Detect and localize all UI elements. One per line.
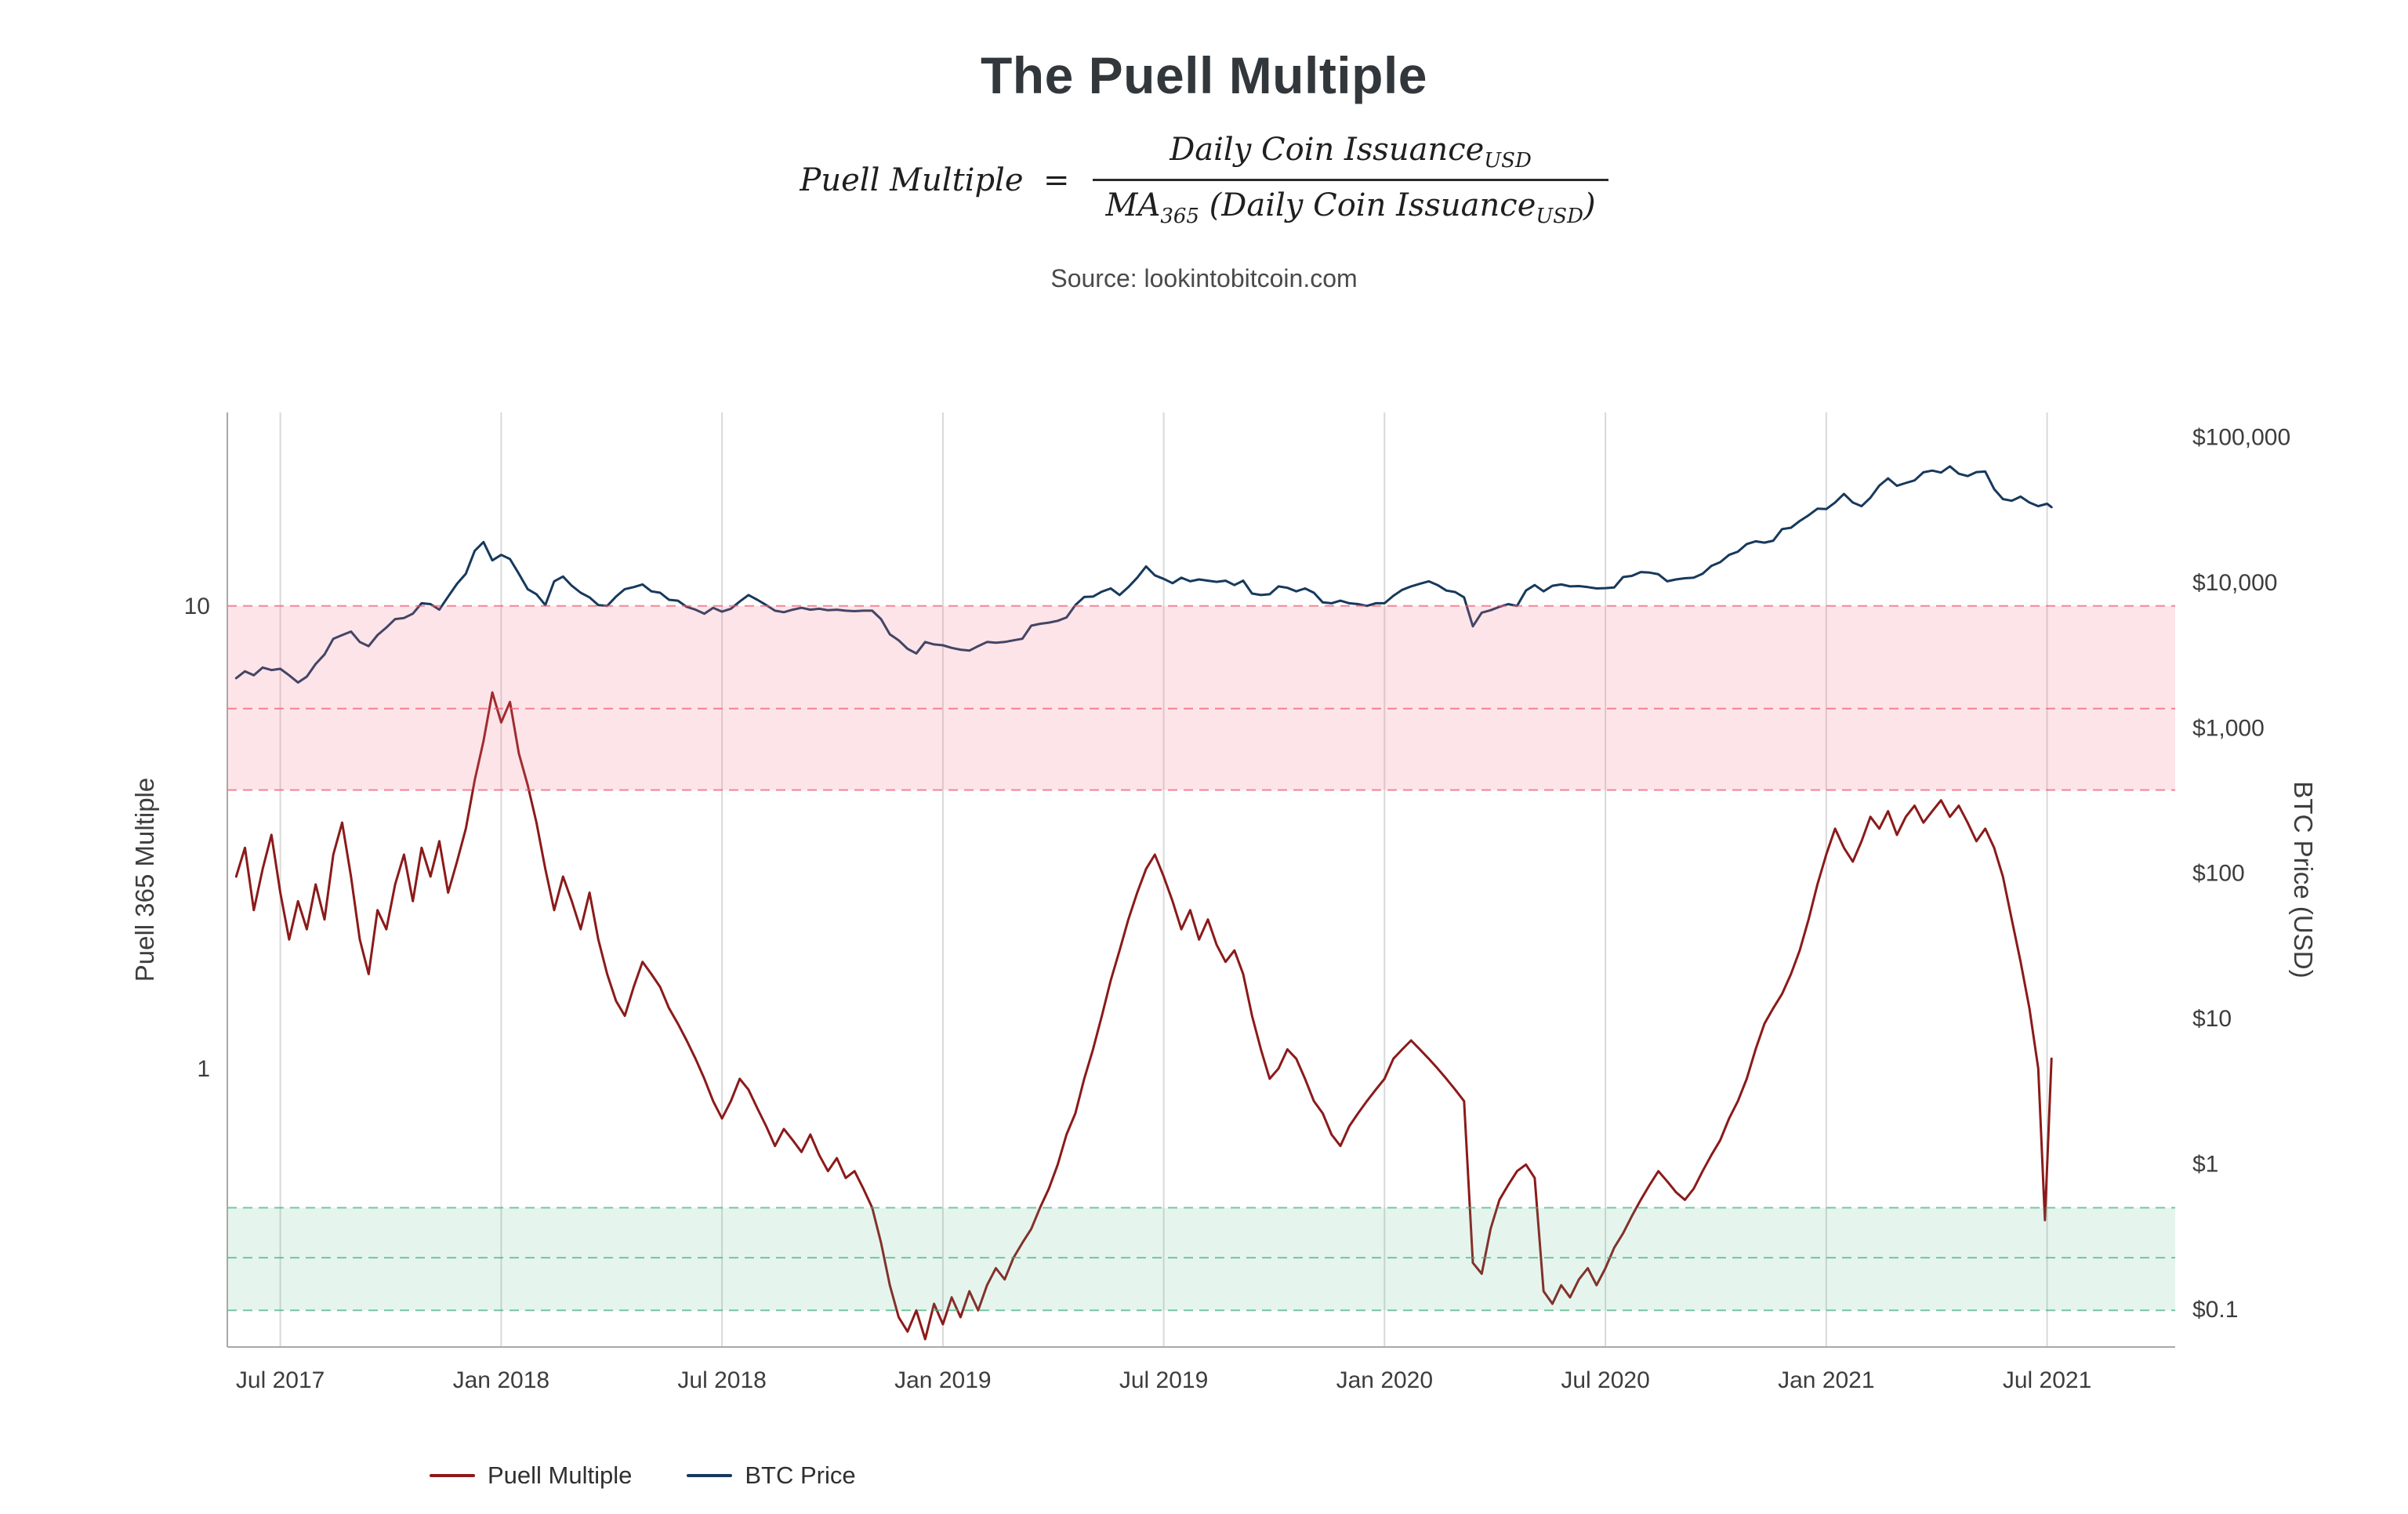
legend-item-puell-multiple[interactable]: Puell Multiple (430, 1461, 632, 1490)
puell-line-swatch (430, 1474, 475, 1477)
left-axis-title: Puell 365 Multiple (130, 777, 159, 982)
svg-text:Jul 2019: Jul 2019 (1119, 1367, 1208, 1393)
svg-text:Jul 2018: Jul 2018 (677, 1367, 766, 1393)
formula: Puell Multiple = Daily Coin IssuanceUSD … (0, 132, 2408, 228)
formula-numerator: Daily Coin IssuanceUSD (1093, 132, 1608, 179)
formula-lhs: Puell Multiple = (800, 162, 1069, 198)
formula-denominator-ma-sub: 365 (1160, 205, 1199, 228)
svg-text:Jan 2020: Jan 2020 (1336, 1367, 1433, 1393)
formula-numerator-sub: USD (1484, 149, 1532, 172)
svg-text:$1: $1 (2192, 1151, 2218, 1177)
formula-denominator-close: ) (1583, 187, 1596, 223)
formula-fraction: Daily Coin IssuanceUSD MA365 (Daily Coin… (1093, 132, 1608, 228)
formula-denominator-ma: MA (1105, 187, 1161, 223)
svg-text:Jan 2018: Jan 2018 (453, 1367, 549, 1393)
page-title: The Puell Multiple (980, 46, 1428, 104)
svg-text:$100,000: $100,000 (2192, 425, 2290, 451)
svg-text:$100: $100 (2192, 861, 2245, 887)
svg-text:$10: $10 (2192, 1006, 2232, 1032)
formula-denominator-rest-sub: USD (1536, 205, 1583, 228)
btc-line-swatch (687, 1474, 733, 1477)
legend: Puell Multiple BTC Price (430, 1461, 856, 1490)
formula-equals: = (1043, 162, 1070, 198)
svg-text:Jan 2021: Jan 2021 (1778, 1367, 1874, 1393)
svg-text:Jan 2019: Jan 2019 (894, 1367, 991, 1393)
svg-text:1: 1 (197, 1056, 210, 1082)
svg-text:10: 10 (184, 594, 210, 619)
chart-header: The Puell Multiple Puell Multiple = Dail… (0, 45, 2408, 293)
svg-text:Jul 2017: Jul 2017 (236, 1367, 325, 1393)
formula-numerator-text: Daily Coin Issuance (1170, 132, 1485, 168)
chart-canvas[interactable]: 10 1 $100,000 $10,000 $1,000 $100 $10 $1 $0.1 Jul… (0, 45, 2408, 1514)
legend-label: BTC Price (745, 1461, 856, 1489)
formula-lhs-text: Puell Multiple (800, 162, 1024, 198)
svg-text:$1,000: $1,000 (2192, 715, 2265, 741)
formula-denominator: MA365 (Daily Coin IssuanceUSD) (1093, 179, 1608, 228)
formula-denominator-rest: (Daily Coin Issuance (1199, 187, 1536, 223)
svg-text:$0.1: $0.1 (2192, 1297, 2238, 1323)
legend-label: Puell Multiple (488, 1461, 633, 1489)
svg-text:Jul 2021: Jul 2021 (2003, 1367, 2091, 1393)
source-caption: Source: lookintobitcoin.com (1050, 264, 1358, 292)
svg-text:Jul 2020: Jul 2020 (1561, 1367, 1649, 1393)
legend-item-btc-price[interactable]: BTC Price (687, 1461, 856, 1490)
right-axis-title: BTC Price (USD) (2289, 781, 2318, 978)
svg-text:$10,000: $10,000 (2192, 570, 2277, 596)
